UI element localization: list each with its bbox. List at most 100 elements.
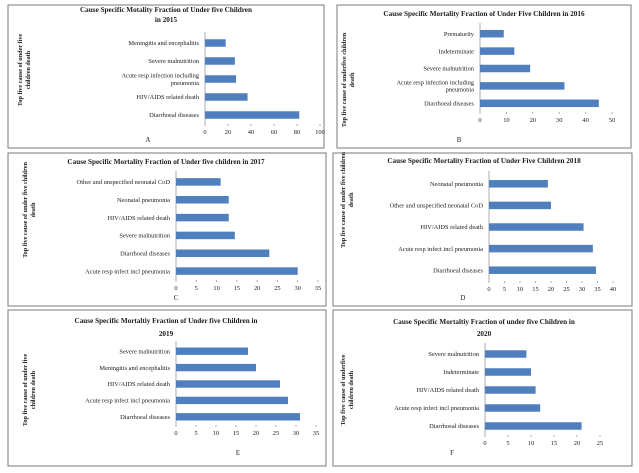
x-tick-label: 30	[556, 117, 562, 124]
bar-1	[205, 39, 226, 47]
bar-1	[176, 178, 221, 186]
x-tick-label: 20	[225, 129, 231, 136]
bar-6	[176, 267, 298, 275]
bar-5	[176, 413, 300, 421]
category-label: HIV/AIDS related death	[137, 94, 200, 101]
x-tick-label: 25	[273, 430, 279, 437]
x-tick-label: 5	[503, 286, 506, 293]
x-tick-label: 80	[294, 129, 300, 136]
category-label: Diarrhoeal diseases	[120, 414, 170, 421]
bar-2	[489, 201, 551, 210]
category-label: Diarrhoeal diseases	[424, 101, 474, 108]
panel-border	[336, 4, 632, 149]
chart-panel-f: Cause Specific Mortaltiy Fraction of und…	[332, 309, 633, 467]
category-label: Severe malnutrition	[119, 233, 170, 240]
panel-border	[332, 152, 633, 307]
x-tick-label: 25	[597, 440, 603, 447]
x-tick-label: 0	[203, 129, 206, 136]
x-tick-label: 30	[295, 285, 301, 292]
chart-title: 2019	[159, 330, 174, 338]
bar-3	[489, 223, 584, 231]
bar-5	[205, 111, 300, 119]
bar-1	[176, 347, 248, 355]
x-tick-label: 20	[574, 440, 580, 447]
x-tick-label: 5	[194, 430, 197, 437]
x-tick-label: 10	[503, 117, 509, 124]
category-label: Meningitis and encephalitis	[99, 365, 170, 372]
bar-2	[176, 196, 229, 204]
y-axis-label: Top five cause of under fivechildren dea…	[17, 34, 32, 107]
category-label: HIV/AIDS related death	[108, 381, 171, 388]
panel-border	[332, 309, 633, 467]
category-label: Severe malnutrition	[428, 351, 479, 358]
category-label: Prematurity	[444, 31, 475, 38]
category-label: Meningitis and encephalitis	[128, 40, 199, 47]
category-label: Diarrhoeal diseases	[433, 267, 483, 274]
panel-border	[7, 4, 325, 149]
chart-title: Cause Specific Motality Fraction of Unde…	[80, 6, 252, 14]
bar-5	[480, 99, 599, 108]
x-tick-label: 20	[254, 285, 260, 292]
x-tick-label: 0	[174, 430, 177, 437]
bar-2	[176, 363, 256, 372]
bar-4	[480, 82, 565, 90]
category-label: Diarrhoeal diseases	[120, 250, 170, 257]
x-tick-label: 40	[248, 129, 254, 136]
y-axis-label: Top five cause of underfivechildren deat…	[340, 354, 355, 425]
x-tick-label: 35	[313, 430, 319, 437]
category-label: Neonatal pneumonia	[117, 197, 170, 204]
category-label: Acute resp infection including pneumonia	[121, 73, 199, 87]
panel-border	[7, 152, 327, 307]
x-tick-label: 5	[195, 285, 198, 292]
bar-1	[485, 350, 527, 358]
panel-letter: E	[236, 450, 240, 457]
x-tick-label: 0	[174, 285, 177, 292]
y-axis-label: Top five cause of under five childrendea…	[340, 152, 355, 248]
y-axis-label: Top five cause of underfive childrendeat…	[341, 32, 356, 127]
x-tick-label: 25	[274, 285, 280, 292]
x-tick-label: 20	[548, 286, 554, 293]
category-label: Acute resp infect incl pneumonia	[398, 246, 483, 253]
bar-4	[205, 93, 248, 101]
chart-panel-e: Cause Specific Mortaltiy Fraction of Und…	[7, 309, 327, 467]
x-tick-label: 0	[487, 286, 490, 293]
panel-border	[7, 309, 327, 467]
x-tick-label: 100	[315, 129, 325, 136]
bar-3	[176, 380, 280, 388]
chart-panel-c: Cause Specific Mortality Fraction of Und…	[7, 152, 327, 307]
chart-panel-d: Cause Specific Mortality Fraction of Und…	[332, 152, 633, 307]
chart-panel-a: Cause Specific Motality Fraction of Unde…	[7, 4, 325, 149]
x-tick-label: 10	[213, 430, 219, 437]
bar-4	[176, 396, 288, 405]
bar-5	[176, 249, 270, 257]
x-tick-label: 10	[213, 285, 219, 292]
x-tick-label: 50	[609, 117, 615, 124]
bar-3	[485, 386, 536, 394]
chart-panel-b: Cause Specific Mortality Fraction of Und…	[336, 4, 632, 149]
bar-3	[480, 64, 531, 73]
panel-letter: A	[146, 137, 151, 144]
category-label: HIV/AIDS related death	[108, 215, 171, 222]
chart-title: Cause Specific Mortaltiy Fraction of und…	[393, 318, 575, 326]
x-tick-label: 40	[610, 286, 616, 293]
x-tick-label: 10	[528, 440, 534, 447]
chart-title: in 2015	[155, 16, 178, 24]
chart-title: Cause Specific Mortality Fraction of Und…	[387, 157, 581, 165]
bar-2	[480, 47, 515, 55]
category-label: Acute resp infection including pneumonia	[396, 80, 474, 94]
category-label: Acute resp infect incl pneumonia	[85, 268, 170, 275]
category-label: HIV/AIDS related death	[421, 224, 484, 231]
category-label: Neonatal pneumonia	[430, 181, 483, 188]
chart-title: 2020	[477, 330, 492, 338]
y-axis-label: Top five cause of under five childrendea…	[22, 162, 37, 258]
category-label: Severe malnutrition	[119, 348, 170, 355]
bar-4	[176, 231, 235, 240]
bar-5	[489, 266, 596, 274]
bar-3	[176, 213, 229, 222]
category-label: Diarrhoeal diseases	[429, 423, 479, 430]
x-tick-label: 0	[478, 117, 481, 124]
panel-letter: C	[174, 295, 179, 302]
x-tick-label: 35	[315, 285, 321, 292]
x-tick-label: 35	[594, 286, 600, 293]
